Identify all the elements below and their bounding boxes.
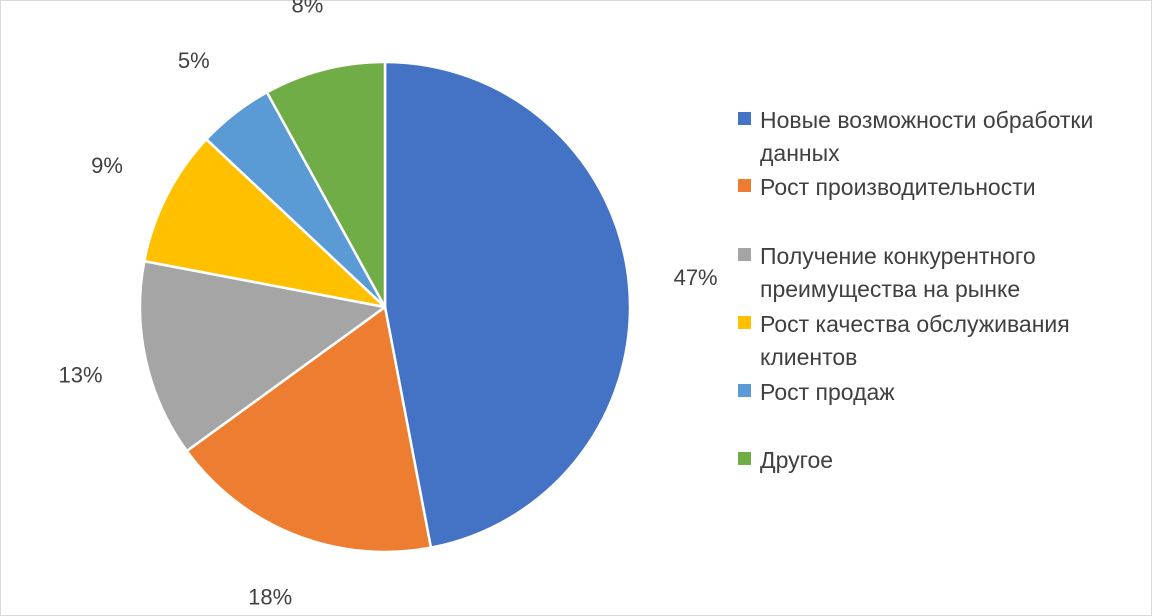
legend-swatch xyxy=(738,316,751,329)
legend-label: Новые возможности обработки данных xyxy=(760,107,1094,166)
legend-item-productivity-growth: Рост производительности xyxy=(738,171,1130,204)
legend: Новые возможности обработки данных Рост … xyxy=(738,0,1138,616)
legend-swatch xyxy=(738,179,751,192)
legend-label: Рост продаж xyxy=(760,379,895,405)
slice-service-quality xyxy=(143,138,387,309)
legend-label: Рост производительности xyxy=(760,174,1036,200)
data-label-new-data-processing: 47% xyxy=(674,265,718,290)
legend-swatch xyxy=(738,248,751,261)
slice-competitive-advantage xyxy=(138,259,387,453)
legend-item-other: Другое xyxy=(738,444,1130,477)
legend-item-competitive-advantage: Получение конкурентного преимущества на … xyxy=(738,240,1130,306)
data-label-service-quality: 9% xyxy=(91,153,123,178)
legend-swatch xyxy=(738,112,751,125)
legend-item-sales-growth: Рост продаж xyxy=(738,376,1130,409)
legend-label: Рост качества обслуживания клиентов xyxy=(760,311,1070,370)
data-label-sales-growth: 5% xyxy=(178,48,210,73)
legend-swatch xyxy=(738,384,751,397)
data-label-other: 8% xyxy=(292,0,324,17)
legend-label: Получение конкурентного преимущества на … xyxy=(760,243,1036,302)
slice-productivity-growth xyxy=(185,305,433,554)
slice-new-data-processing xyxy=(383,60,632,549)
pie-slices xyxy=(138,60,632,554)
data-labels: 47% 18% 13% 9% 5% 8% xyxy=(58,0,717,610)
legend-item-new-data-processing: Новые возможности обработки данных xyxy=(738,104,1130,170)
data-label-competitive-advantage: 13% xyxy=(58,363,102,388)
data-label-productivity-growth: 18% xyxy=(248,585,292,610)
legend-swatch xyxy=(738,452,751,465)
legend-item-service-quality: Рост качества обслуживания клиентов xyxy=(738,308,1130,374)
slice-other xyxy=(265,60,387,309)
legend-label: Другое xyxy=(760,447,834,473)
